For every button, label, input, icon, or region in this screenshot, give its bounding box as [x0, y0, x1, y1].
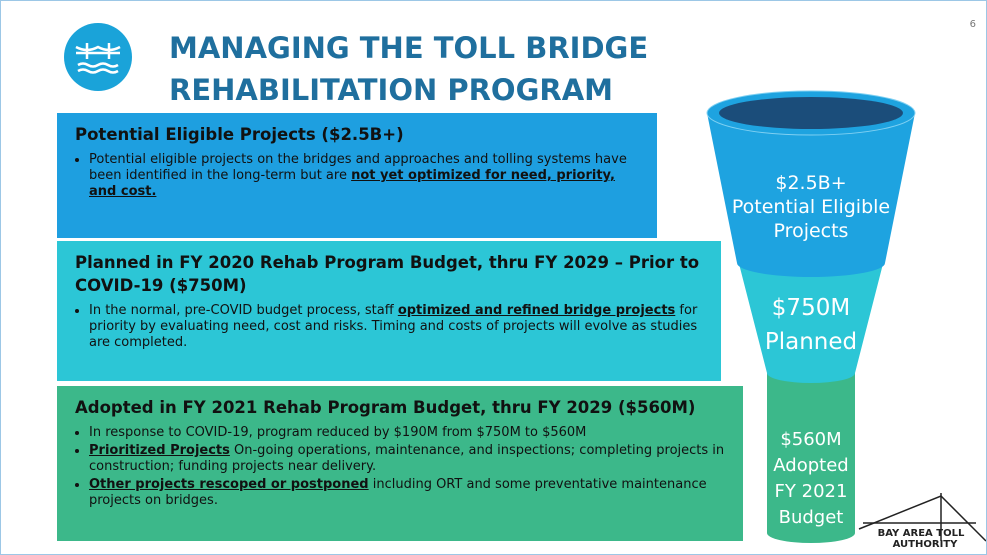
icon — [64, 23, 132, 91]
bullet: In the normal, pre-COVID budget process,… — [89, 303, 707, 351]
text-run: Other projects rescoped or postponed — [89, 477, 369, 492]
text-run: including ORT and some preventative main… — [89, 477, 707, 508]
bullet: Other projects rescoped or postponed inc… — [89, 477, 729, 509]
text-run: optimized and refined bridge projects — [397, 303, 676, 318]
section-heading: Adopted in FY 2021 Rehab Program Budget,… — [75, 398, 696, 417]
section-heading: Planned in FY 2020 Rehab Program Budget,… — [75, 253, 700, 295]
text-run: In the normal, pre-COVID budget process,… — [89, 303, 398, 318]
section: Potential Eligible Projects ($2.5B+) Pote… — [57, 113, 657, 238]
title-line: MANAGING THE TOLL BRIDGE — [169, 31, 649, 65]
funnel-blue — [707, 113, 915, 277]
bullet: Potential eligible projects on the bridg… — [89, 152, 643, 200]
bullet: Prioritized Projects On-going operations… — [89, 443, 729, 475]
funnel-label: $560M — [780, 429, 841, 450]
text-run: for priority by evaluating need, cost an… — [89, 303, 698, 350]
funnel-label: Adopted — [773, 455, 848, 476]
funnel-label: $2.5B+ — [775, 172, 846, 194]
text-run: In response to COVID-19, program reduced… — [89, 425, 587, 440]
funnel-label: Potential Eligible — [732, 196, 890, 218]
section: Planned in FY 2020 Rehab Program Budget,… — [57, 241, 721, 381]
text-run: not yet optimized for need, priority, an… — [89, 168, 615, 199]
bridge-icon — [75, 43, 121, 74]
funnel-label: $750M — [772, 295, 850, 321]
logo-text: AUTHORITY — [893, 539, 958, 550]
bullet-list: In response to COVID-19, program reduced… — [75, 425, 729, 509]
page-number: 6 — [969, 19, 976, 30]
bullet-list: In the normal, pre-COVID budget process,… — [75, 303, 707, 351]
section: Adopted in FY 2021 Rehab Program Budget,… — [57, 386, 743, 541]
funnel-hole — [719, 97, 903, 129]
text-run: On-going operations, maintenance, and in… — [89, 443, 725, 474]
funnel-label: Planned — [765, 329, 857, 355]
bullet-list: Potential eligible projects on the bridg… — [75, 152, 643, 200]
logo-text: BAY AREA TOLL — [878, 528, 965, 539]
title-line: REHABILITATION PROGRAM — [169, 73, 614, 107]
funnel-label: FY 2021 — [775, 481, 848, 502]
funnel-label: Projects — [774, 220, 849, 242]
funnel-green — [767, 366, 855, 543]
text-run: Prioritized Projects — [89, 443, 230, 458]
section-heading: Potential Eligible Projects ($2.5B+) — [75, 125, 404, 144]
funnel-label: Budget — [779, 507, 844, 528]
logo-lines — [858, 493, 986, 542]
funnel-teal — [737, 256, 885, 383]
text-run: Potential eligible projects on the bridg… — [89, 152, 627, 183]
bullet: In response to COVID-19, program reduced… — [89, 425, 729, 441]
